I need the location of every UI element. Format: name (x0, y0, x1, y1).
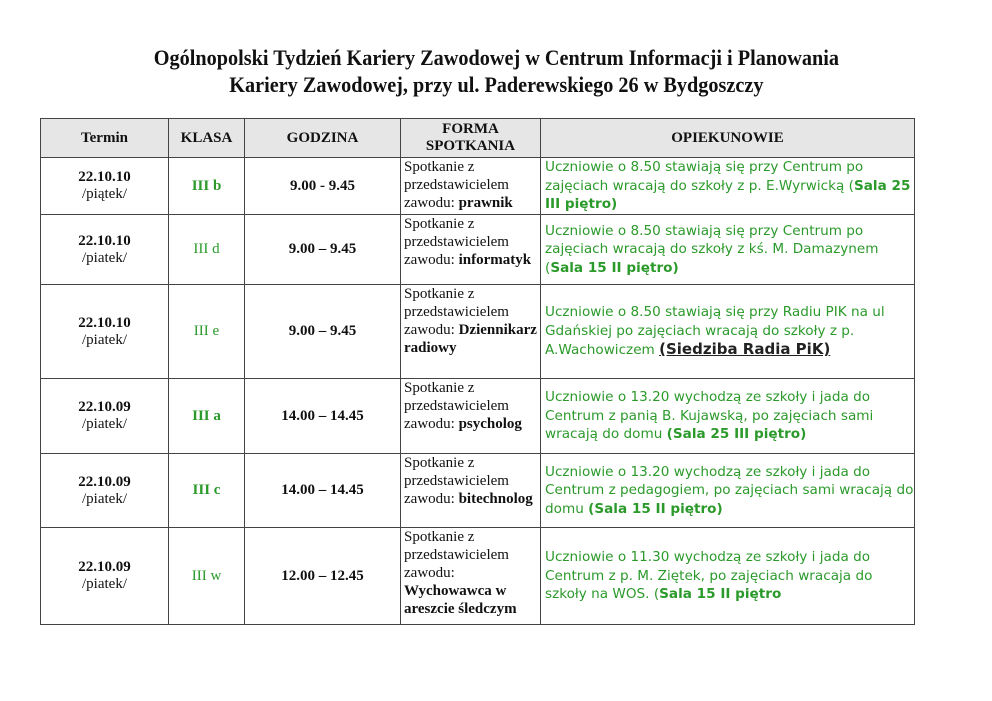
table-header-row: Termin KLASA GODZINA FORMA SPOTKANIA OPI… (40, 118, 915, 158)
guardian-text: Uczniowie o 13.20 wychodzą ze szkoły i j… (545, 463, 914, 517)
cell-termin: 22.10.10/piatek/ (40, 284, 169, 379)
room-info: (Siedziba Radia PiK) (659, 340, 831, 359)
cell-forma: Spotkanie z przedstawicielem zawodu: bit… (400, 453, 541, 528)
room-info: (Sala 25 III piętro) (666, 426, 807, 443)
date: 22.10.09 (78, 399, 131, 415)
weekday: /piątek/ (82, 186, 127, 202)
cell-klasa: III c (168, 453, 245, 528)
cell-godzina: 14.00 – 14.45 (244, 453, 401, 528)
cell-opiekunowie: Uczniowie o 8.50 stawiają się przy Centr… (540, 157, 915, 215)
forma-text: Spotkanie z przedstawicielem zawodu: (404, 380, 509, 432)
header-opiekunowie: OPIEKUNOWIE (540, 118, 915, 158)
table-row: 22.10.10/piatek/III d 9.00 – 9.45 Spotkani… (40, 214, 915, 285)
weekday: /piatek/ (82, 416, 127, 432)
cell-opiekunowie: Uczniowie o 8.50 stawiają się przy Radiu… (540, 284, 915, 379)
cell-godzina: 9.00 – 9.45 (244, 284, 401, 379)
cell-opiekunowie: Uczniowie o 13.20 wychodzą ze szkoły i j… (540, 378, 915, 454)
date: 22.10.09 (78, 559, 131, 575)
weekday: /piatek/ (82, 490, 127, 507)
guardian-text: Uczniowie o 8.50 stawiają się przy Centr… (545, 159, 864, 194)
header-godzina: GODZINA (244, 118, 401, 158)
cell-opiekunowie: Uczniowie o 13.20 wychodzą ze szkoły i j… (540, 453, 915, 528)
cell-godzina: 12.00 – 12.45 (244, 527, 401, 625)
header-klasa: KLASA (168, 118, 245, 158)
cell-termin: 22.10.09/piatek/ (40, 527, 169, 625)
cell-forma: Spotkanie z przedstawicielem zawodu: Dzi… (400, 284, 541, 379)
cell-opiekunowie: Uczniowie o 11.30 wychodzą ze szkoły i j… (540, 527, 915, 625)
cell-godzina: 9.00 - 9.45 (244, 157, 401, 215)
cell-forma: Spotkanie z przedstawicielem zawodu: psy… (400, 378, 541, 454)
forma-text: Spotkanie z przedstawicielem zawodu: (404, 216, 509, 268)
room-info: (Sala 15 II piętro) (588, 500, 723, 517)
weekday: /piatek/ (82, 576, 127, 592)
forma-text: Spotkanie z przedstawicielem zawodu: (404, 159, 509, 211)
forma-text: Spotkanie z przedstawicielem zawodu: (404, 286, 509, 338)
date: 22.10.10 (78, 232, 131, 249)
cell-klasa: III w (168, 527, 245, 625)
profession: prawnik (458, 195, 513, 211)
class-name: III e (193, 323, 220, 339)
cell-termin: 22.10.10/piatek/ (40, 214, 169, 285)
profession: informatyk (458, 252, 532, 268)
date: 22.10.10 (78, 169, 131, 185)
room-info: Sala 15 II piętro (659, 586, 782, 603)
cell-forma: Spotkanie z przedstawicielem zawodu: Wyc… (400, 527, 541, 625)
profession: Wychowawca w areszcie śledczym (404, 583, 517, 617)
guardian-text: Uczniowie o 13.20 wychodzą ze szkoły i j… (545, 389, 874, 443)
class-name: III b (191, 177, 222, 194)
class-name: III c (192, 482, 221, 498)
cell-forma: Spotkanie z przedstawicielem zawodu: inf… (400, 214, 541, 285)
title-line-1: Ogólnopolski Tydzień Kariery Zawodowej w… (153, 45, 839, 70)
table-row: 22.10.10/piatek/III e 9.00 – 9.45 Spotkani… (40, 284, 915, 379)
weekday: /piatek/ (82, 249, 127, 266)
table-row: 22.10.09/piatek/III a 14.00 – 14.45 Spotka… (40, 378, 915, 454)
cell-opiekunowie: Uczniowie o 8.50 stawiają się przy Centr… (540, 214, 915, 285)
header-termin: Termin (40, 118, 169, 158)
table-row: 22.10.09/piatek/III w 12.00 – 12.45 Spotka… (40, 527, 915, 625)
date: 22.10.09 (78, 473, 131, 490)
guardian-text: Uczniowie o 8.50 stawiają się przy Centr… (545, 222, 879, 276)
cell-termin: 22.10.09/piatek/ (40, 453, 169, 528)
forma-text: Spotkanie z przedstawicielem zawodu: (404, 455, 509, 507)
profession: bitechnolog (458, 491, 533, 507)
weekday: /piatek/ (82, 331, 127, 348)
table-row: 22.10.10/piątek/III b 9.00 - 9.45 Spotkani… (40, 157, 915, 215)
cell-forma: Spotkanie z przedstawicielem zawodu: pra… (400, 157, 541, 215)
profession: Dziennikarz radiowy (404, 322, 537, 356)
cell-godzina: 14.00 – 14.45 (244, 378, 401, 454)
cell-klasa: III a (168, 378, 245, 454)
title-line-2: Kariery Zawodowej, przy ul. Paderewskieg… (228, 72, 764, 97)
cell-klasa: III b (168, 157, 245, 215)
class-name: III d (193, 241, 220, 257)
cell-termin: 22.10.09/piatek/ (40, 378, 169, 454)
forma-text: Spotkanie z przedstawicielem zawodu: (404, 529, 509, 581)
guardian-text: Uczniowie o 8.50 stawiają się przy Radiu… (545, 304, 885, 359)
header-forma: FORMA SPOTKANIA (400, 118, 541, 158)
profession: psycholog (458, 416, 522, 432)
table-row: 22.10.09/piatek/III c 14.00 – 14.45 Spotka… (40, 453, 915, 528)
cell-termin: 22.10.10/piątek/ (40, 157, 169, 215)
document-title: Ogólnopolski Tydzień Kariery Zawodowej w… (0, 44, 992, 98)
class-name: III a (192, 407, 221, 424)
cell-klasa: III d (168, 214, 245, 285)
cell-godzina: 9.00 – 9.45 (244, 214, 401, 285)
guardian-text: Uczniowie o 11.30 wychodzą ze szkoły i j… (545, 549, 873, 603)
class-name: III w (191, 567, 222, 584)
room-info: Sala 25 III piętro) (545, 177, 911, 213)
room-info: Sala 15 II piętro) (550, 259, 679, 276)
date: 22.10.10 (78, 314, 131, 331)
cell-klasa: III e (168, 284, 245, 379)
schedule-table: Termin KLASA GODZINA FORMA SPOTKANIA OPI… (40, 118, 915, 625)
